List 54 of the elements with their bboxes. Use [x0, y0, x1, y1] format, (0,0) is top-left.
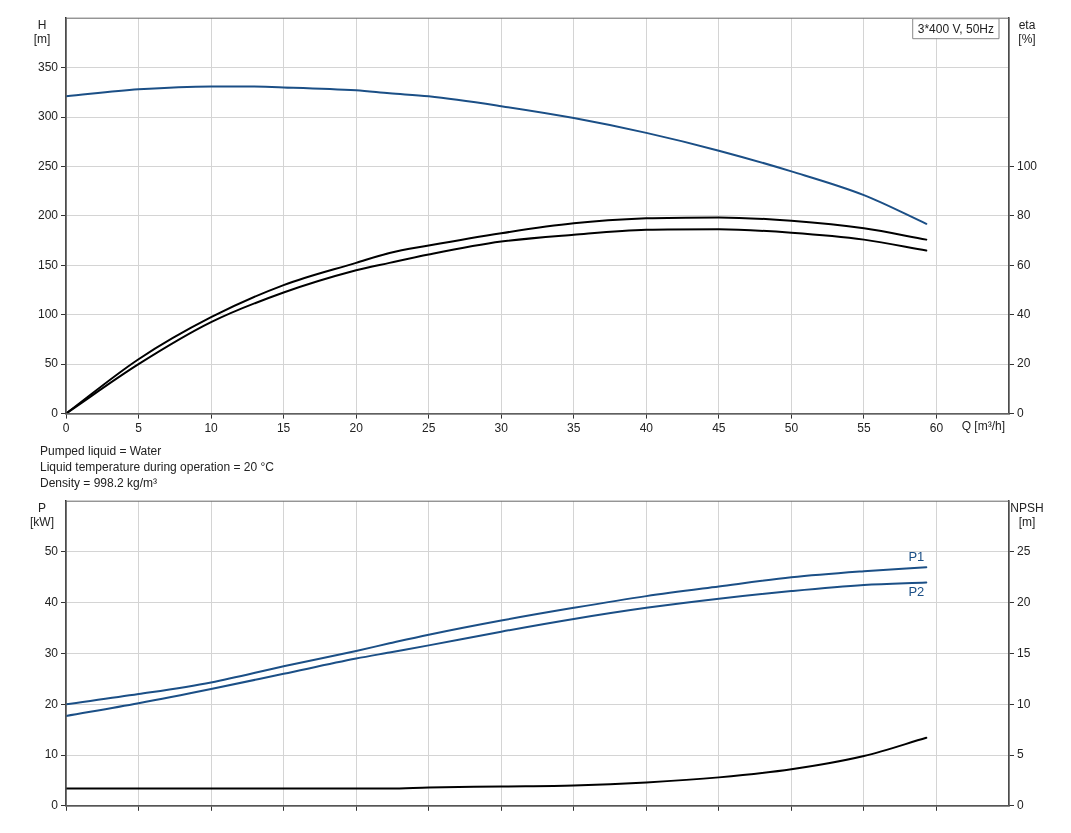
- x-tick-label: 25: [422, 421, 436, 436]
- x-tick-label: 20: [349, 421, 364, 436]
- y2-tick-label: 80: [1017, 208, 1031, 223]
- x-tick-label: 5: [135, 421, 143, 436]
- x-tick-label: 10: [204, 421, 219, 436]
- y-axis-title: H [m]: [33, 17, 51, 46]
- y-tick-label: 250: [37, 158, 59, 173]
- y-tick-label: 0: [51, 798, 59, 813]
- text: Liquid temperature during operation = 20 °C: [40, 459, 275, 475]
- y-tick-label: 20: [44, 696, 59, 711]
- x-tick-label: 45: [712, 421, 726, 436]
- y-tick-label: 0: [51, 405, 59, 420]
- line-series: [66, 736, 928, 790]
- chart-title: 3*400 V, 50Hz: [917, 21, 995, 36]
- series-label: P1: [908, 549, 925, 565]
- y-tick-label: 200: [37, 208, 59, 223]
- y2-tick-label: 10: [1017, 696, 1031, 711]
- y-tick-label: 40: [44, 595, 59, 610]
- y-tick-label: 30: [44, 645, 59, 660]
- x-tick-label: 60: [929, 421, 944, 436]
- x-tick-label: 15: [276, 421, 291, 436]
- y2-tick-label: 0: [1017, 798, 1024, 813]
- series-label: P2: [908, 583, 925, 599]
- y-tick-label: 150: [37, 257, 59, 272]
- y-tick-label: 10: [44, 747, 59, 762]
- y2-tick-label: 15: [1017, 645, 1031, 660]
- y-tick-label: 100: [37, 307, 59, 322]
- y2-axis-title: eta [%]: [1018, 17, 1036, 46]
- y2-axis-title: NPSH [m]: [1010, 500, 1044, 529]
- text: Pumped liquid = Water: [40, 443, 163, 459]
- x-tick-label: 40: [639, 421, 654, 436]
- y2-tick-label: 0: [1017, 405, 1024, 420]
- line-series: [66, 85, 928, 225]
- x-tick-label: 30: [494, 421, 509, 436]
- y-tick-label: 50: [44, 544, 59, 559]
- x-tick-label: 35: [567, 421, 581, 436]
- line-series: [66, 581, 928, 717]
- y2-tick-label: 20: [1017, 595, 1031, 610]
- x-axis-title: Q [m³/h]: [961, 418, 1005, 433]
- y2-tick-label: 60: [1017, 257, 1031, 272]
- y-tick-label: 300: [37, 109, 59, 124]
- y2-tick-label: 5: [1017, 747, 1024, 762]
- y-tick-label: 350: [37, 59, 59, 74]
- y2-tick-label: 25: [1017, 544, 1031, 559]
- x-tick-label: 55: [857, 421, 871, 436]
- x-tick-label: 50: [784, 421, 799, 436]
- y-axis-title: P [kW]: [30, 500, 54, 529]
- text: Density = 998.2 kg/m³: [40, 475, 159, 491]
- y2-tick-label: 100: [1017, 158, 1038, 173]
- y2-tick-label: 20: [1017, 356, 1031, 371]
- line-series: [66, 566, 928, 706]
- y-tick-label: 50: [44, 356, 59, 371]
- y2-tick-label: 40: [1017, 307, 1031, 322]
- x-tick-label: 0: [62, 421, 70, 436]
